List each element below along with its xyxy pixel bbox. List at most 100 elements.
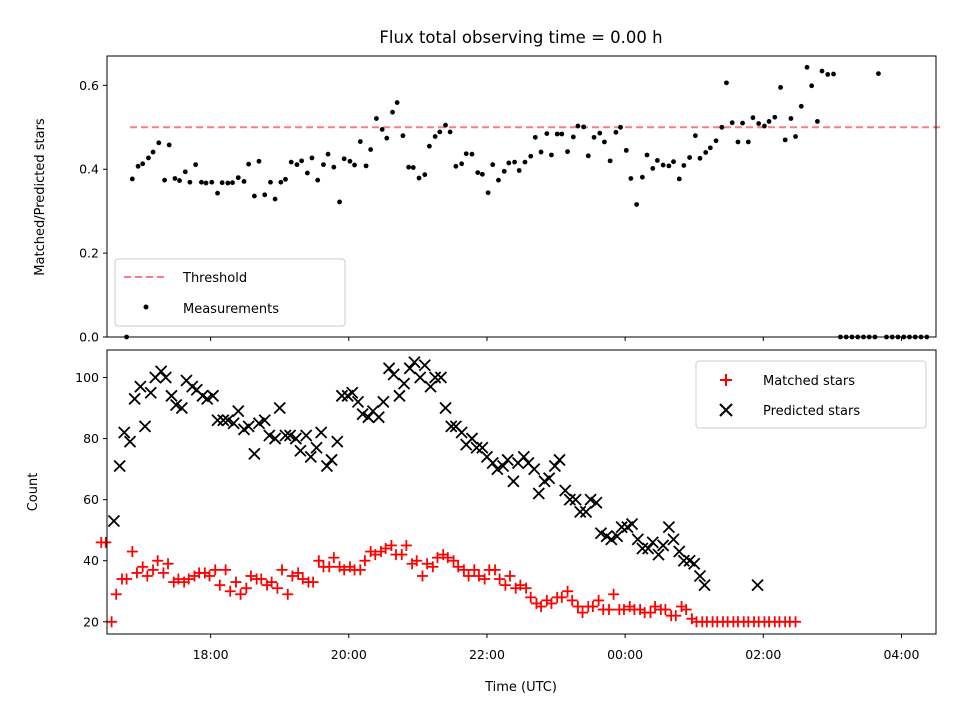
measurement-point [496,177,501,183]
top-legend-box [114,258,346,327]
matched-stars-point [385,539,397,551]
predicted-stars-point [646,536,659,549]
predicted-stars-point [507,475,520,488]
threshold-legend-label: Threshold [182,271,247,286]
measurement-point [331,164,337,170]
measurement-point [707,145,713,151]
measurement-point [272,196,278,202]
measurement-point [660,162,666,168]
predicted-stars-point [289,432,302,445]
matched-stars-point [400,539,412,551]
predicted-stars-point [273,401,286,415]
predicted-stars-point [496,459,510,473]
predicted-stars-point [268,432,282,445]
predicted-stars-point [418,359,431,372]
measurement-point [475,170,481,175]
predicted-stars-point [615,520,628,534]
measurement-point [459,161,465,167]
measurement-point [591,134,597,140]
predicted-stars-point [429,371,442,384]
matched-stars-point [292,567,304,579]
matched-stars-point [147,564,159,576]
predicted-stars-point [652,548,665,561]
matched-stars-legend-label: Matched stars [763,374,855,389]
measurement-point [607,158,613,164]
measurement-point [676,176,682,182]
predicted-stars-point [242,420,255,433]
predicted-stars-point [252,417,266,430]
matched-stars-point [452,561,464,573]
measurement-point [597,130,603,136]
matched-stars-point [255,573,267,585]
measurement-point [406,164,412,170]
measurement-point [766,119,772,124]
predicted-stars-point [165,389,178,402]
predicted-stars-point [528,462,541,476]
predicted-stars-point [144,386,157,399]
measurement-point [363,163,369,169]
predicted-stars-point [553,453,566,467]
matched-stars-point [354,564,366,576]
matched-stars-point [286,570,298,582]
measurement-point [804,64,810,70]
measurement-point [745,139,751,145]
matched-stars-point [608,588,620,600]
predicted-stars-point [476,441,489,454]
measurement-point [278,179,284,185]
matched-stars-point [240,582,252,594]
matched-stars-point [680,604,692,616]
measurement-point [199,179,204,185]
bottom-legend-box [695,360,927,429]
predicted-stars-point [118,426,131,439]
bottom-x-tick-label: 22:00 [469,647,505,662]
top-chart-title: Flux total observing time = 0.00 h [379,28,662,47]
measurement-point [544,131,550,136]
predicted-stars-point [232,404,245,418]
matched-stars-point [137,561,149,573]
predicted-stars-point [403,362,416,375]
measurement-point [634,202,640,207]
bottom-x-tick-label: 02:00 [745,647,781,662]
predicted-stars-point [346,386,359,399]
matched-stars-point [577,607,589,619]
measurement-point [575,123,581,129]
measurements-legend-swatch [143,304,149,310]
predicted-stars-point [258,414,271,427]
matched-stars-point [396,549,408,561]
measurement-point [666,163,672,169]
measurement-point [209,179,215,185]
measurement-point [506,160,512,166]
top-y-tick-label: 0.4 [79,162,99,177]
matched-stars-point [525,591,537,603]
predicted-stars-point [331,435,344,448]
matched-stars-point [427,561,439,573]
matched-stars-point [121,573,133,585]
predicted-stars-point [201,392,214,405]
top-y-tick-label: 0.2 [79,246,99,261]
measurement-point [554,131,560,137]
measurement-point [565,149,570,155]
matched-stars-point [572,601,584,613]
matched-stars-point [338,564,350,576]
measurement-point [469,151,475,157]
measurement-point [140,161,146,167]
predicted-stars-point [445,420,458,433]
measurement-point [400,133,406,139]
measurement-point [235,175,241,181]
predicted-stars-point [221,414,235,427]
predicted-stars-point [579,505,593,518]
matched-stars-point [323,561,335,573]
matched-stars-point [566,594,578,606]
predicted-stars-point [486,456,499,470]
bottom-x-tick-label: 20:00 [331,647,367,662]
bottom-y-tick-label: 60 [83,492,99,507]
measurement-point [410,165,416,170]
measurement-point [443,122,448,128]
measurement-point [256,158,262,164]
matched-stars-point [220,564,232,576]
matched-stars-point [313,555,325,567]
predicted-stars-point [206,389,220,402]
predicted-stars-point [470,441,483,454]
measurement-point [750,115,756,121]
matched-stars-point [562,585,574,597]
